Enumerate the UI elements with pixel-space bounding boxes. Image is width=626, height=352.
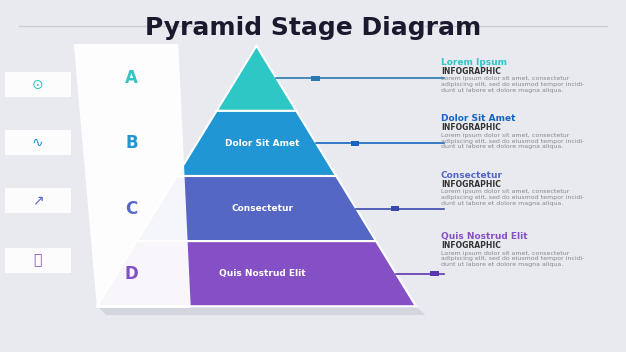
Polygon shape bbox=[97, 241, 416, 306]
Text: INFOGRAPHIC: INFOGRAPHIC bbox=[441, 67, 501, 76]
Bar bbox=[5, 130, 71, 155]
Text: ⊙: ⊙ bbox=[32, 77, 44, 92]
Bar bbox=[5, 188, 71, 213]
Text: ∿: ∿ bbox=[32, 136, 44, 150]
Polygon shape bbox=[177, 111, 336, 176]
Text: Lorem ipsum dolor sit amet, consectetur
adipiscing elit, sed do eiusmod tempor i: Lorem ipsum dolor sit amet, consectetur … bbox=[441, 251, 585, 267]
Text: B: B bbox=[125, 134, 138, 152]
Polygon shape bbox=[137, 176, 376, 241]
Bar bbox=[351, 141, 359, 146]
Bar bbox=[310, 76, 319, 81]
Bar bbox=[431, 271, 439, 276]
Text: Quis Nostrud Elit: Quis Nostrud Elit bbox=[441, 232, 528, 241]
Text: C: C bbox=[125, 200, 138, 218]
Text: Pyramid Stage Diagram: Pyramid Stage Diagram bbox=[145, 16, 481, 40]
Text: Quis Nostrud Elit: Quis Nostrud Elit bbox=[219, 269, 306, 278]
Bar bbox=[5, 72, 71, 97]
Text: Lorem ipsum dolor sit amet, consectetur
adipiscing elit, sed do eiusmod tempor i: Lorem ipsum dolor sit amet, consectetur … bbox=[441, 133, 585, 149]
Text: Lorem ipsum dolor sit amet, consectetur
adipiscing elit, sed do eiusmod tempor i: Lorem ipsum dolor sit amet, consectetur … bbox=[441, 76, 585, 93]
Text: INFOGRAPHIC: INFOGRAPHIC bbox=[441, 241, 501, 250]
Text: D: D bbox=[125, 265, 138, 283]
Text: INFOGRAPHIC: INFOGRAPHIC bbox=[441, 123, 501, 132]
Text: Dolor Sit Amet: Dolor Sit Amet bbox=[441, 114, 515, 124]
Bar bbox=[5, 248, 71, 273]
Polygon shape bbox=[74, 44, 191, 308]
Polygon shape bbox=[97, 306, 425, 315]
Text: Lorem Ipsum: Lorem Ipsum bbox=[441, 58, 507, 67]
Text: Consectetur: Consectetur bbox=[232, 204, 294, 213]
Text: INFOGRAPHIC: INFOGRAPHIC bbox=[441, 180, 501, 189]
Text: Consectetur: Consectetur bbox=[441, 171, 503, 180]
Text: Dolor Sit Amet: Dolor Sit Amet bbox=[225, 139, 300, 148]
Text: Lorem ipsum dolor sit amet, consectetur
adipiscing elit, sed do eiusmod tempor i: Lorem ipsum dolor sit amet, consectetur … bbox=[441, 189, 585, 206]
Polygon shape bbox=[217, 46, 296, 111]
Bar bbox=[391, 206, 399, 211]
Text: 💡: 💡 bbox=[34, 253, 42, 268]
Text: A: A bbox=[125, 69, 138, 87]
Text: ↗: ↗ bbox=[32, 194, 44, 208]
